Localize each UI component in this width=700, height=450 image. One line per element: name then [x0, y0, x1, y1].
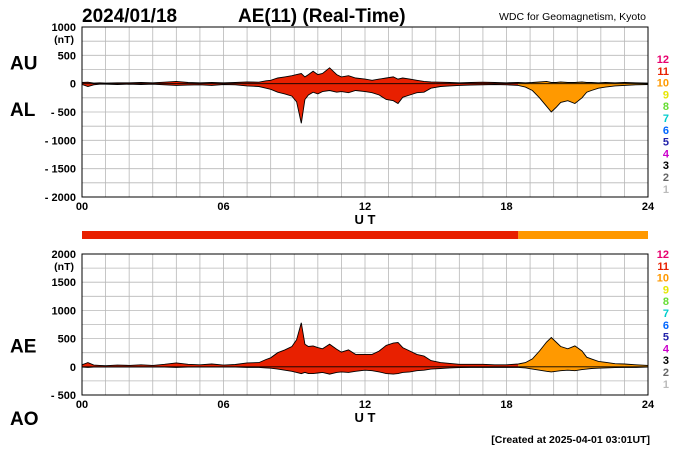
chart-title: AE(11) (Real-Time) [238, 6, 406, 27]
series-fill-segment [518, 337, 648, 372]
series-fill-segment [82, 322, 519, 375]
legend-count-8: 8 [663, 296, 669, 308]
x-tick-label: 00 [76, 399, 88, 411]
count-bar-segment-11 [82, 231, 519, 239]
count-bar-segment-10 [518, 231, 648, 239]
created-timestamp: [Created at 2025-04-01 03:01UT] [491, 434, 650, 446]
y-tick-label: 1000 [52, 305, 76, 317]
x-tick-label: 18 [500, 201, 512, 213]
y-tick-label: 500 [58, 334, 76, 346]
series-label-lower: AO [10, 409, 39, 430]
series-line-au [81, 67, 649, 84]
y-tick-label: - 500 [51, 107, 76, 119]
legend-count-10: 10 [657, 78, 669, 90]
y-tick-label: - 500 [51, 390, 76, 402]
legend-count-5: 5 [663, 137, 669, 149]
legend-count-6: 6 [663, 320, 669, 332]
legend-count-2: 2 [663, 367, 669, 379]
legend-count-2: 2 [663, 172, 669, 184]
y-tick-label: 1000 [52, 22, 76, 34]
series-fill-segment [82, 67, 519, 124]
y-tick-label: 1500 [52, 277, 76, 289]
y-tick-label: - 2000 [45, 192, 76, 204]
x-tick-label: 24 [642, 201, 655, 213]
x-tick-label: 18 [500, 399, 512, 411]
series-label-lower: AL [10, 100, 36, 121]
y-tick-label: - 1500 [45, 164, 76, 176]
x-tick-label: 06 [217, 399, 229, 411]
au-al-panel: 1000 500 0 - 500 - 1000 - 1500 - 2000 (nT) 00 06 1… [10, 22, 670, 227]
source-label: WDC for Geomagnetism, Kyoto [499, 11, 646, 23]
legend-count-1: 1 [663, 379, 669, 391]
y-tick-label: 0 [70, 79, 76, 91]
legend-count-3: 3 [663, 355, 669, 367]
x-tick-label: 12 [359, 399, 371, 411]
series-label-upper: AE [10, 337, 36, 358]
series-line-al [81, 83, 649, 124]
legend-count-10: 10 [657, 273, 669, 285]
legend-count-7: 7 [663, 113, 669, 125]
legend-count-4: 4 [663, 343, 670, 355]
x-tick-label: 24 [642, 399, 655, 411]
y-tick-label: 2000 [52, 249, 76, 261]
x-tick-label: 00 [76, 201, 88, 213]
x-axis-label: U T [355, 410, 376, 425]
plot-frame [81, 26, 649, 198]
legend-count-11: 11 [657, 261, 669, 273]
legend-count-12: 12 [657, 54, 669, 66]
legend-count-3: 3 [663, 160, 669, 172]
series-label-upper: AU [10, 53, 37, 74]
x-axis-label: U T [355, 212, 376, 227]
legend-count-9: 9 [663, 89, 669, 101]
y-tick-label: 0 [70, 362, 76, 374]
plot-frame [81, 253, 649, 396]
legend-count-5: 5 [663, 332, 669, 344]
legend-count-4: 4 [663, 148, 670, 160]
legend-count-6: 6 [663, 125, 669, 137]
series-line-ae [81, 322, 649, 367]
x-tick-label: 12 [359, 201, 371, 213]
x-tick-label: 06 [217, 201, 229, 213]
legend-count-8: 8 [663, 101, 669, 113]
legend-count-12: 12 [657, 249, 669, 261]
station-count-bar [82, 231, 648, 239]
legend-count-11: 11 [657, 66, 669, 78]
y-tick-label: - 1000 [45, 135, 76, 147]
unit-label: (nT) [54, 261, 74, 273]
series-fill-segment [518, 81, 648, 112]
unit-label: (nT) [54, 34, 74, 46]
legend-count-7: 7 [663, 308, 669, 320]
date-label: 2024/01/18 [82, 6, 177, 27]
y-tick-label: 500 [58, 50, 76, 62]
legend-count-1: 1 [663, 184, 669, 196]
legend-count-9: 9 [663, 284, 669, 296]
